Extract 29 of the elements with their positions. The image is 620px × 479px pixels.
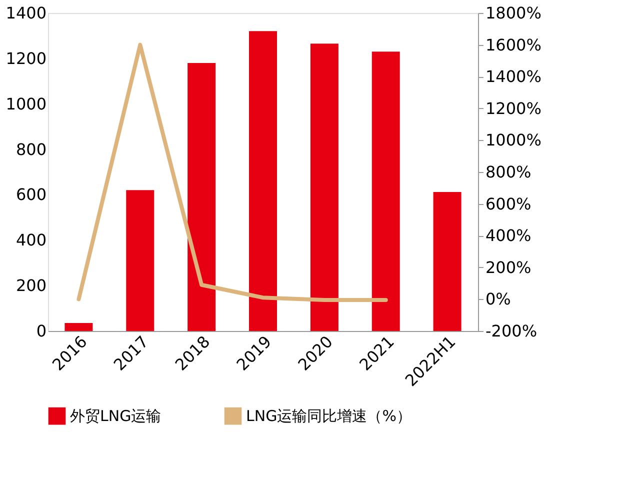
- y2-tick-label: 600%: [486, 194, 532, 214]
- y2-tick-label: 1800%: [486, 4, 542, 22]
- y-tick-label: 0: [36, 322, 46, 340]
- y-tick-label: 800: [16, 140, 46, 159]
- y2-tick-label: 1000%: [486, 130, 542, 150]
- y-tick-label: 1000: [6, 94, 46, 114]
- y-tick-label: 400: [16, 230, 46, 250]
- y2-tick-label: 400%: [486, 226, 532, 246]
- y2-tick-label: -200%: [486, 322, 538, 340]
- bar: [64, 323, 93, 331]
- bar: [126, 190, 154, 331]
- legend-label: 外贸LNG运输: [70, 407, 162, 426]
- bar: [188, 62, 216, 331]
- bar: [372, 52, 400, 331]
- y-tick-label: 1400: [6, 4, 46, 22]
- y2-tick-label: 200%: [486, 258, 532, 277]
- y2-tick-label: 1400%: [486, 67, 542, 86]
- y2-tick-label: 800%: [486, 162, 532, 182]
- bar: [310, 44, 338, 331]
- y2-tick-label: 1200%: [486, 98, 542, 118]
- y-tick-label: 200: [16, 276, 46, 296]
- y2-tick-label: 1600%: [486, 35, 542, 54]
- line-series: [76, 42, 388, 302]
- y2-tick-label: 0%: [486, 290, 511, 309]
- y-tick-label: 600: [16, 185, 46, 204]
- bar: [249, 31, 277, 331]
- bar: [433, 192, 462, 331]
- legend-label: LNG运输同比增速（%）: [246, 407, 412, 426]
- y-tick-label: 1200: [6, 48, 46, 68]
